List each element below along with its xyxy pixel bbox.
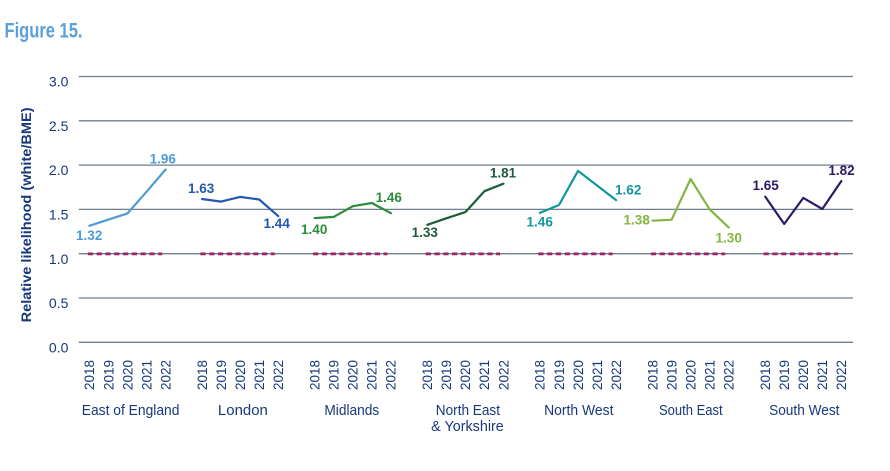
svg-text:2022: 2022 xyxy=(384,360,399,390)
svg-text:2.0: 2.0 xyxy=(49,162,69,178)
svg-text:2022: 2022 xyxy=(158,360,173,390)
svg-text:1.82: 1.82 xyxy=(828,163,854,178)
svg-text:2021: 2021 xyxy=(815,360,830,390)
svg-text:2022: 2022 xyxy=(496,360,511,390)
svg-text:1.46: 1.46 xyxy=(376,190,403,205)
svg-text:& Yorkshire: & Yorkshire xyxy=(431,419,504,435)
svg-text:2020: 2020 xyxy=(120,360,135,390)
svg-text:2021: 2021 xyxy=(252,360,267,390)
svg-text:2019: 2019 xyxy=(327,360,342,390)
svg-text:2020: 2020 xyxy=(683,360,698,390)
svg-text:2018: 2018 xyxy=(645,360,660,390)
svg-text:2021: 2021 xyxy=(590,360,605,390)
svg-text:Figure 15.: Figure 15. xyxy=(5,20,83,43)
svg-text:Midlands: Midlands xyxy=(324,403,379,419)
svg-text:2018: 2018 xyxy=(195,360,210,390)
svg-text:East of England: East of England xyxy=(82,403,180,419)
svg-text:1.32: 1.32 xyxy=(76,228,102,243)
svg-text:3.0: 3.0 xyxy=(49,74,69,90)
svg-text:1.33: 1.33 xyxy=(412,225,439,240)
svg-text:2019: 2019 xyxy=(552,360,567,390)
svg-text:2019: 2019 xyxy=(777,360,792,390)
svg-text:1.40: 1.40 xyxy=(301,222,327,237)
svg-text:1.63: 1.63 xyxy=(188,181,215,196)
svg-text:Relative likelihood (white/BME: Relative likelihood (white/BME) xyxy=(18,107,34,322)
svg-text:0.0: 0.0 xyxy=(49,339,69,355)
svg-text:2018: 2018 xyxy=(533,360,548,390)
svg-text:1.44: 1.44 xyxy=(264,216,291,231)
svg-text:1.38: 1.38 xyxy=(624,213,651,228)
svg-text:2018: 2018 xyxy=(758,360,773,390)
svg-text:2021: 2021 xyxy=(477,360,492,390)
svg-text:2018: 2018 xyxy=(308,360,323,390)
svg-text:1.81: 1.81 xyxy=(490,166,517,181)
svg-text:1.96: 1.96 xyxy=(150,151,177,166)
svg-text:2019: 2019 xyxy=(439,360,454,390)
svg-text:2021: 2021 xyxy=(365,360,380,390)
svg-text:2019: 2019 xyxy=(101,360,116,390)
svg-text:South West: South West xyxy=(769,403,839,419)
svg-text:2018: 2018 xyxy=(82,360,97,390)
svg-text:2022: 2022 xyxy=(609,360,624,390)
svg-text:1.5: 1.5 xyxy=(49,207,69,223)
svg-text:2019: 2019 xyxy=(664,360,679,390)
svg-text:1.30: 1.30 xyxy=(716,231,742,246)
svg-text:2020: 2020 xyxy=(458,360,473,390)
svg-text:2019: 2019 xyxy=(214,360,229,390)
svg-text:2022: 2022 xyxy=(834,360,849,390)
svg-text:1.62: 1.62 xyxy=(615,183,641,198)
svg-text:2022: 2022 xyxy=(722,360,737,390)
svg-text:2.5: 2.5 xyxy=(49,118,69,134)
svg-text:2022: 2022 xyxy=(271,360,286,390)
svg-text:North East: North East xyxy=(436,403,500,419)
svg-text:0.5: 0.5 xyxy=(49,295,69,311)
svg-text:2020: 2020 xyxy=(346,360,361,390)
svg-text:North West: North West xyxy=(544,403,613,419)
svg-text:2020: 2020 xyxy=(796,360,811,390)
svg-text:2018: 2018 xyxy=(420,360,435,390)
svg-text:2020: 2020 xyxy=(571,360,586,390)
svg-text:London: London xyxy=(218,403,268,419)
svg-text:2021: 2021 xyxy=(139,360,154,390)
svg-text:1.65: 1.65 xyxy=(752,178,779,193)
svg-text:1.46: 1.46 xyxy=(527,214,554,229)
svg-text:1.0: 1.0 xyxy=(49,251,69,267)
svg-text:South East: South East xyxy=(659,403,723,419)
svg-text:2020: 2020 xyxy=(233,360,248,390)
svg-text:2021: 2021 xyxy=(703,360,718,390)
